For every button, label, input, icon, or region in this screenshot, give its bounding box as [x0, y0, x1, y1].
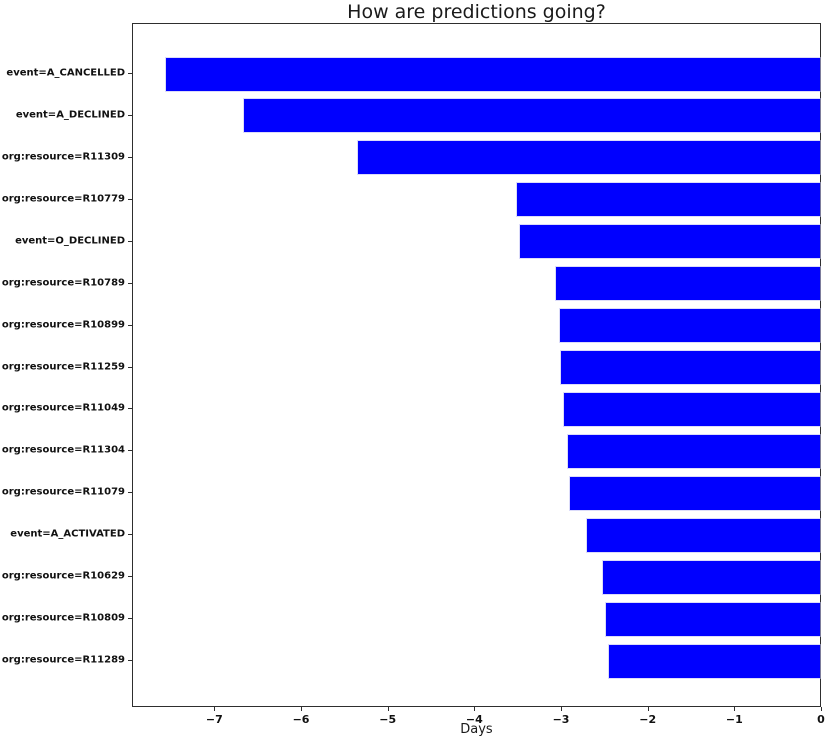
chart-title: How are predictions going?: [347, 1, 606, 23]
y-tick-label: org:resource=R11309: [1, 151, 125, 163]
y-tick-mark: [128, 660, 132, 662]
x-tick-mark: [647, 707, 649, 711]
bar: [560, 351, 820, 384]
y-tick-label: org:resource=R10789: [1, 277, 125, 289]
y-tick-mark: [128, 366, 132, 368]
x-tick-label: −2: [639, 713, 657, 726]
x-tick-mark: [214, 707, 216, 711]
x-tick-mark: [474, 707, 476, 711]
plot-area: [132, 23, 821, 707]
y-tick-label: org:resource=R10779: [1, 193, 125, 205]
y-tick-mark: [128, 73, 132, 74]
bar: [165, 57, 820, 91]
y-tick-mark: [128, 156, 132, 158]
y-tick-mark: [128, 324, 132, 326]
y-tick-mark: [128, 618, 132, 620]
y-tick-label: org:resource=R11304: [1, 444, 125, 456]
bar: [516, 183, 820, 217]
x-tick-mark: [821, 707, 822, 711]
y-tick-label: org:resource=R10809: [1, 612, 125, 624]
x-axis-label: Days: [460, 722, 493, 737]
y-tick-mark: [128, 198, 132, 200]
y-tick-label: event=A_DECLINED: [15, 109, 125, 121]
x-tick-label: −6: [292, 713, 310, 726]
bar: [563, 392, 820, 426]
x-tick-mark: [561, 707, 562, 711]
x-tick-mark: [301, 707, 302, 711]
bar: [555, 267, 820, 301]
y-tick-label: event=O_DECLINED: [15, 235, 125, 247]
y-tick-mark: [128, 492, 132, 494]
x-tick-mark: [734, 707, 736, 711]
y-tick-label: event=A_CANCELLED: [6, 67, 125, 79]
y-tick-mark: [128, 408, 132, 410]
x-tick-label: −5: [379, 713, 397, 726]
bar: [520, 225, 820, 259]
bar: [586, 518, 820, 552]
y-tick-mark: [128, 114, 132, 116]
bar: [243, 99, 820, 133]
y-tick-label: org:resource=R10899: [1, 319, 125, 331]
y-tick-mark: [128, 576, 132, 578]
y-tick-mark: [128, 450, 132, 452]
y-tick-label: org:resource=R11259: [1, 361, 125, 372]
x-tick-label: −1: [725, 713, 743, 726]
bar: [569, 476, 820, 510]
bar: [605, 602, 820, 636]
bar: [567, 434, 820, 468]
y-tick-label: org:resource=R11079: [1, 486, 125, 498]
x-tick-label: 0: [817, 713, 825, 726]
y-tick-mark: [128, 240, 132, 242]
bar: [609, 644, 820, 678]
y-tick-label: org:resource=R11289: [1, 654, 125, 666]
y-tick-label: org:resource=R11049: [1, 402, 125, 414]
x-tick-mark: [387, 707, 389, 711]
bar: [560, 309, 820, 343]
y-tick-mark: [128, 282, 132, 284]
x-tick-label: −3: [552, 713, 570, 726]
bar: [358, 141, 820, 175]
x-tick-label: −7: [205, 713, 223, 726]
bar: [602, 560, 820, 594]
y-tick-mark: [128, 534, 132, 536]
y-tick-label: org:resource=R10629: [1, 570, 125, 582]
x-tick-label: −4: [465, 713, 483, 726]
y-tick-label: event=A_ACTIVATED: [10, 528, 125, 540]
